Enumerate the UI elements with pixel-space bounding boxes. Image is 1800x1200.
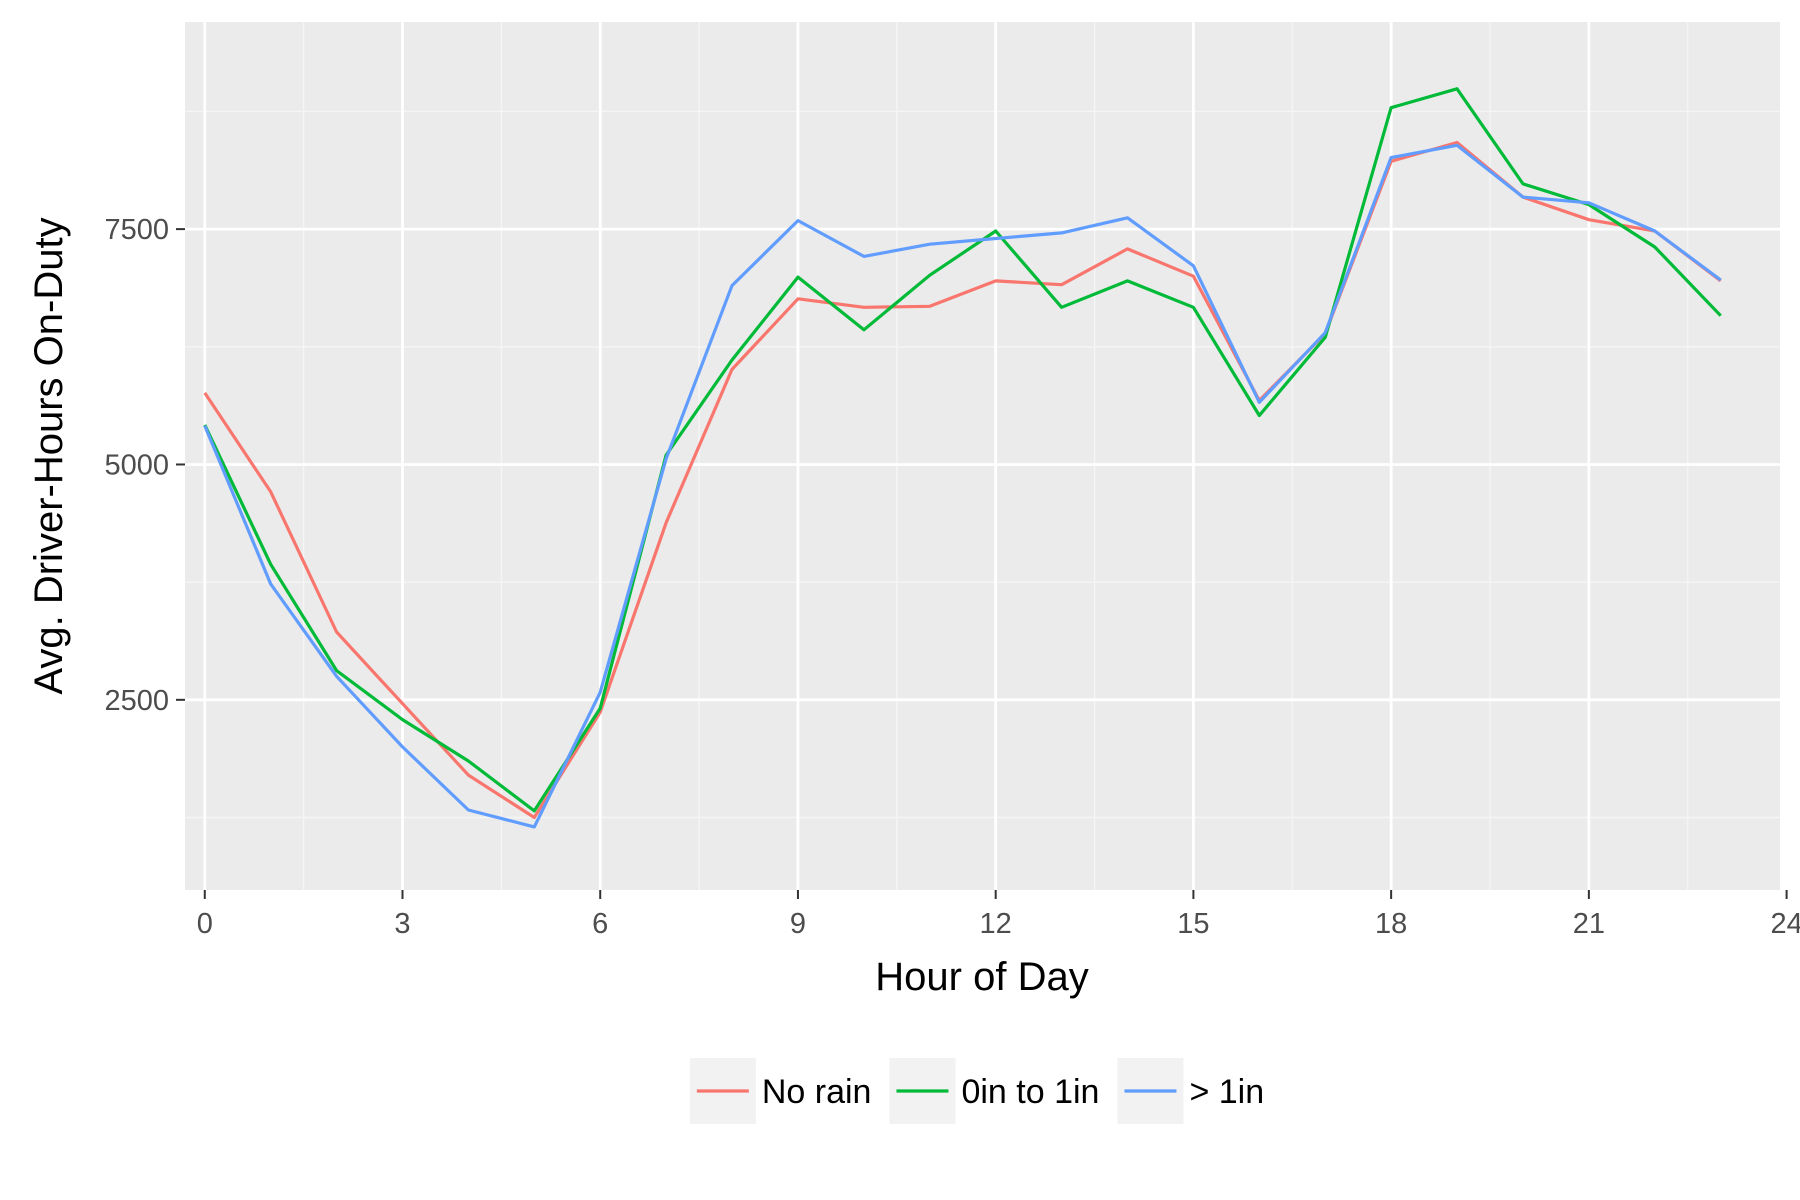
x-tick-label: 6 xyxy=(592,908,608,940)
legend-label: No rain xyxy=(762,1073,872,1111)
y-tick-label: 5000 xyxy=(104,449,169,481)
minor-gridlines xyxy=(185,22,1780,890)
x-tick-label: 24 xyxy=(1770,908,1800,940)
series-lines xyxy=(203,87,1722,829)
series-line xyxy=(203,143,1722,829)
series-line xyxy=(203,87,1722,813)
x-tick-label: 21 xyxy=(1573,908,1605,940)
x-axis: 0 3 6 9 12 15 18 21 24 xyxy=(197,890,1800,940)
x-tick-label: 18 xyxy=(1375,908,1407,940)
legend-label: 0in to 1in xyxy=(961,1073,1099,1111)
series-line xyxy=(203,140,1722,820)
legend-label: > 1in xyxy=(1189,1073,1264,1111)
x-axis-title: Hour of Day xyxy=(875,955,1088,999)
y-tick-label: 7500 xyxy=(104,214,169,246)
y-tick-label: 2500 xyxy=(104,685,169,717)
x-tick-label: 9 xyxy=(790,908,806,940)
plot-panel xyxy=(185,22,1780,890)
y-axis: 2500 5000 7500 xyxy=(104,214,185,717)
x-tick-label: 12 xyxy=(980,908,1012,940)
legend: No rain 0in to 1in > 1in xyxy=(689,1058,1264,1124)
y-axis-title: Avg. Driver-Hours On-Duty xyxy=(27,217,71,694)
x-tick-label: 3 xyxy=(394,908,410,940)
x-tick-label: 15 xyxy=(1177,908,1209,940)
x-tick-label: 0 xyxy=(197,908,213,940)
